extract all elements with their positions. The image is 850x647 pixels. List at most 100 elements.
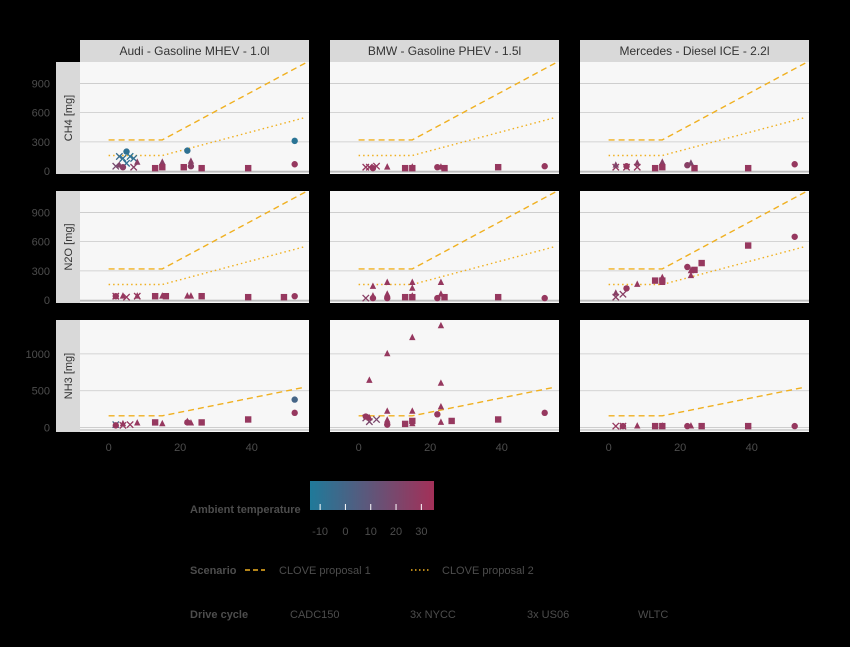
column-strip: [580, 40, 809, 62]
point-cadc150: [115, 152, 124, 161]
y-tick-label: 300: [32, 266, 50, 278]
point-nycc: [634, 159, 641, 166]
row-strip-label: N2O [mg]: [63, 223, 75, 270]
y-tick-label: 900: [32, 78, 50, 90]
point-us06: [494, 293, 502, 301]
temperature-tick-label: 20: [390, 526, 402, 538]
point-cadc150: [130, 163, 138, 171]
column-strip-label: Mercedes - Diesel ICE - 2.2l: [619, 44, 769, 58]
point-nycc: [634, 280, 641, 287]
x-tick-label: 40: [246, 442, 258, 454]
point-wltc: [623, 163, 630, 170]
point-us06: [494, 163, 502, 171]
point-wltc: [291, 396, 298, 403]
row-strip: [56, 191, 80, 303]
panel: [330, 62, 559, 174]
point-cadc150: [619, 290, 627, 298]
point-nycc: [409, 333, 416, 341]
point-wltc: [123, 148, 130, 155]
point-nycc: [437, 402, 445, 410]
temperature-ticks: -10 0 10 20 30: [312, 504, 427, 538]
point-nycc: [134, 419, 141, 426]
x-tick-label: 20: [174, 442, 186, 454]
point-us06: [409, 293, 416, 301]
point-nycc: [612, 161, 619, 168]
point-us06: [162, 292, 170, 300]
line-clove-proposal-1: [608, 191, 806, 270]
point-wltc: [362, 413, 369, 420]
point-wltc: [791, 233, 798, 240]
y-tick-label: 0: [44, 166, 50, 178]
point-us06: [651, 277, 659, 284]
y-tick-label: 1000: [26, 349, 50, 361]
point-us06: [441, 164, 448, 172]
legend-temperature: Ambient temperature -10 0 10 20 30: [190, 481, 434, 538]
point-nycc: [134, 158, 141, 165]
point-nycc: [384, 407, 391, 414]
point-us06: [198, 164, 205, 172]
legend-label-nycc: 3x NYCC: [410, 609, 456, 621]
column-strip: [330, 40, 559, 62]
point-us06: [244, 293, 252, 301]
point-us06: [180, 163, 187, 171]
point-us06: [691, 266, 698, 274]
y-tick-label: 500: [32, 386, 50, 398]
y-tick-label: 600: [32, 108, 50, 120]
column-strip-label: Audi - Gasoline MHEV - 1.0l: [119, 44, 269, 58]
point-us06: [448, 417, 455, 425]
point-cadc150: [119, 154, 127, 163]
point-nycc: [409, 278, 416, 285]
legend-label-proposal-1: CLOVE proposal 1: [279, 565, 371, 577]
point-nycc: [437, 278, 445, 285]
legend-label-wltc: WLTC: [638, 609, 668, 621]
temperature-colorbar: [310, 481, 434, 510]
temperature-tick-label: 0: [342, 526, 348, 538]
point-us06: [151, 292, 159, 300]
point-nycc: [369, 282, 377, 289]
y-tick-label: 0: [44, 423, 50, 435]
point-wltc: [541, 163, 548, 170]
x-tick-label: 40: [746, 442, 758, 454]
point-wltc: [291, 137, 298, 145]
point-cadc150: [612, 422, 620, 430]
point-nycc: [119, 292, 127, 299]
legend-label-us06: 3x US06: [527, 609, 569, 621]
point-us06: [651, 164, 659, 172]
temperature-tick-label: 10: [365, 526, 377, 538]
point-wltc: [541, 294, 548, 302]
line-clove-proposal-1: [358, 191, 556, 270]
point-wltc: [119, 163, 127, 171]
point-us06: [744, 422, 752, 430]
column-strip: [80, 40, 309, 62]
point-wltc: [384, 294, 391, 302]
point-nycc: [384, 163, 391, 170]
point-wltc: [369, 294, 377, 302]
point-nycc: [659, 158, 666, 165]
line-clove-proposal-1: [358, 386, 556, 417]
x-tick-label: 20: [674, 442, 686, 454]
point-cadc150: [372, 415, 381, 424]
point-nycc: [687, 271, 695, 279]
point-cadc150: [362, 294, 370, 302]
point-nycc: [437, 379, 445, 386]
point-wltc: [684, 162, 691, 169]
point-nycc: [187, 292, 195, 299]
point-cadc150: [112, 162, 120, 170]
point-nycc: [437, 418, 445, 425]
point-wltc: [384, 421, 391, 428]
point-wltc: [684, 263, 691, 271]
temperature-tick-label: -10: [312, 526, 328, 538]
x-tick-label: 0: [606, 442, 612, 454]
point-us06: [744, 164, 752, 172]
point-nycc: [187, 157, 195, 164]
point-wltc: [619, 422, 627, 430]
panel: [80, 320, 309, 432]
point-wltc: [541, 409, 548, 417]
panel: [80, 191, 309, 303]
point-wltc: [184, 147, 191, 154]
point-us06: [659, 277, 666, 284]
point-cadc150: [130, 154, 138, 163]
row-strip-label: NH3 [mg]: [63, 353, 75, 399]
point-us06: [659, 422, 666, 430]
